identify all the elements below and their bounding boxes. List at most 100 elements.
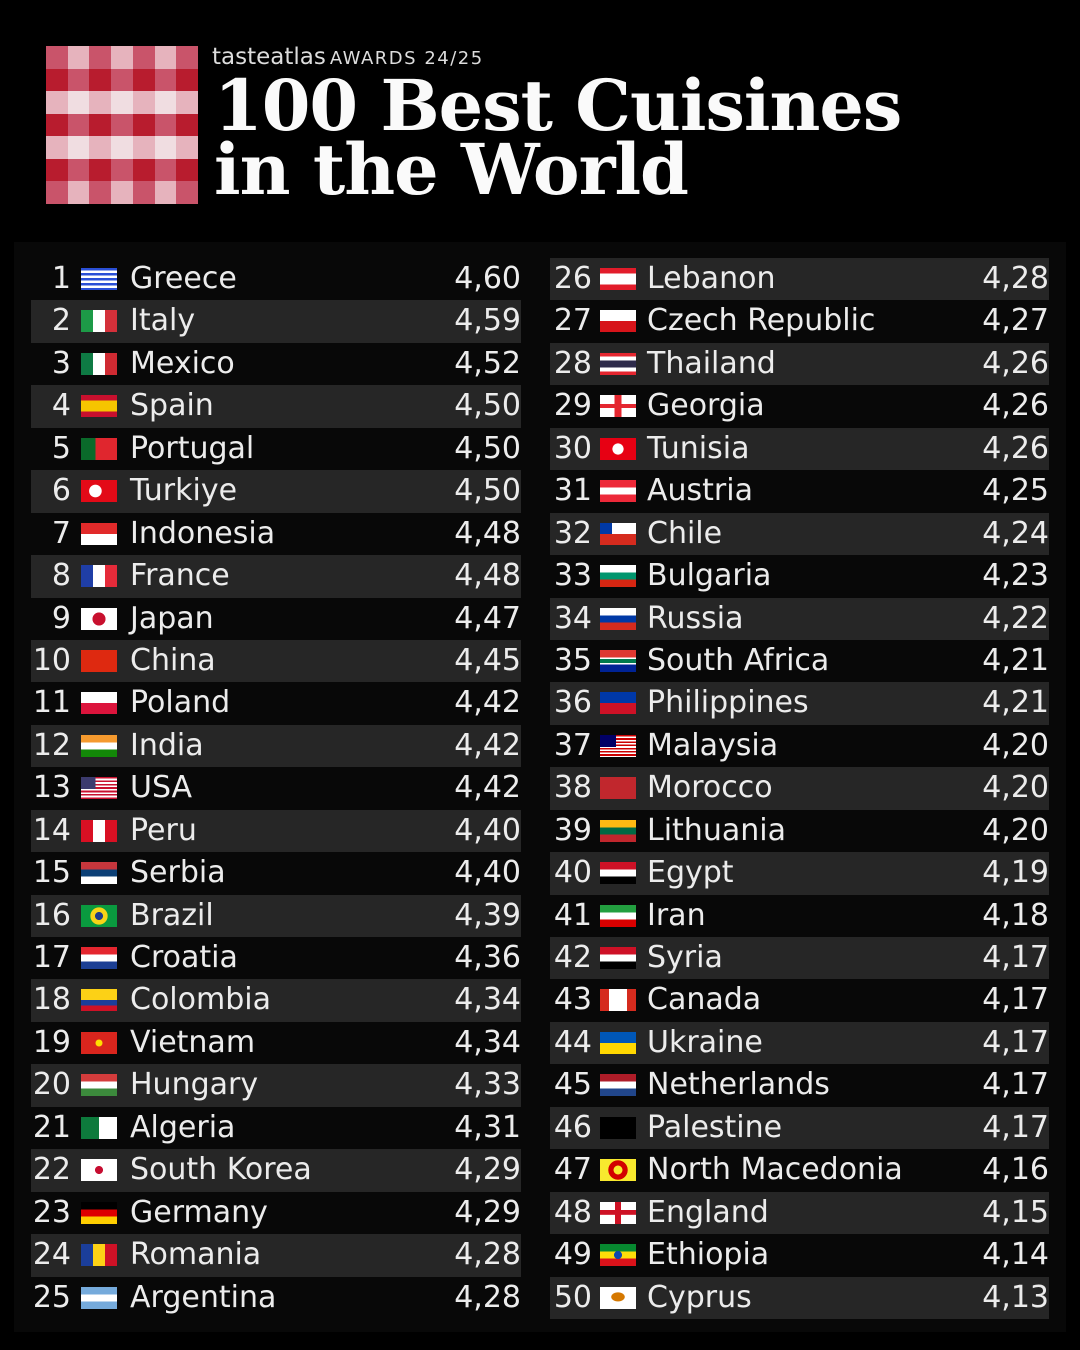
ranking-row: 20 Hungary 4,33 [31, 1064, 521, 1107]
rating-score: 4,17 [982, 940, 1049, 975]
rating-score: 4,42 [454, 727, 521, 763]
rank-number: 24 [32, 1237, 71, 1273]
rating-score: 4,40 [454, 855, 521, 891]
rank-number: 37 [553, 727, 592, 763]
rank-number: 3 [51, 345, 71, 381]
logo-cell [89, 181, 112, 204]
flag-eg-icon [600, 862, 636, 885]
rank-number: 34 [553, 600, 592, 636]
logo-cell [46, 158, 68, 182]
flag-ua-icon [600, 1031, 636, 1054]
rating-score: 4,50 [454, 430, 521, 466]
rating-score: 4,59 [454, 303, 521, 339]
rank-number: 21 [32, 1109, 71, 1145]
ranking-row: 10 China 4,45 [31, 639, 521, 683]
rank-number: 38 [553, 770, 592, 806]
flag-gb-eng-icon [600, 1201, 636, 1224]
ranking-row: 37 Malaysia 4,20 [550, 725, 1049, 767]
flag-ma-icon [600, 777, 636, 800]
country-name: Cyprus [647, 1279, 752, 1315]
logo-cell [132, 158, 155, 182]
logo-cell [111, 46, 133, 69]
rating-score: 4,17 [982, 1109, 1049, 1145]
rank-number: 16 [32, 897, 71, 933]
rank-number: 1 [51, 261, 71, 296]
logo-cell [176, 46, 198, 69]
rating-score: 4,23 [982, 558, 1049, 594]
rating-score: 4,60 [454, 261, 521, 296]
rank-number: 40 [553, 855, 592, 891]
rating-score: 4,26 [982, 345, 1049, 381]
ranking-row: 36 Philippines 4,21 [550, 682, 1049, 725]
country-name: England [647, 1194, 769, 1230]
logo-cell [176, 68, 198, 92]
rating-score: 4,26 [982, 388, 1049, 424]
rating-score: 4,13 [982, 1279, 1049, 1315]
flag-cl-icon [600, 522, 636, 545]
logo-cell [176, 158, 198, 182]
flag-ge-icon [600, 395, 636, 418]
flag-ir-icon [600, 904, 636, 927]
ranking-row: 12 India 4,42 [31, 724, 521, 768]
flag-sy-icon [600, 947, 636, 969]
logo-cell [46, 68, 68, 92]
ranking-row: 15 Serbia 4,40 [31, 852, 521, 894]
logo-cell [154, 68, 177, 92]
rankings-column-left: 1 Greece 4,60 2 Italy 4,59 3 Mexico 4,52 4 Spain 4,… [31, 258, 521, 1319]
rank-number: 2 [51, 303, 71, 339]
logo-cell [111, 91, 133, 114]
rating-score: 4,28 [454, 1237, 521, 1273]
country-name: Palestine [647, 1109, 783, 1145]
logo-cell [89, 113, 112, 137]
ranking-row: 21 Algeria 4,31 [31, 1107, 521, 1149]
ranking-row: 38 Morocco 4,20 [550, 767, 1049, 810]
logo-cell [89, 136, 112, 159]
rating-score: 4,16 [982, 1152, 1049, 1188]
ranking-row: 25 Argentina 4,28 [31, 1277, 521, 1319]
flag-es-icon [81, 395, 117, 418]
rank-number: 32 [553, 515, 592, 551]
rank-number: 39 [553, 812, 592, 848]
flag-pl-icon [81, 692, 117, 715]
rank-number: 36 [553, 685, 592, 721]
rating-score: 4,20 [982, 812, 1049, 848]
country-name: Turkiye [130, 473, 238, 509]
country-name: Vietnam [130, 1024, 256, 1060]
rating-score: 4,17 [982, 982, 1049, 1018]
flag-pe-icon [81, 819, 117, 842]
logo-cell [67, 181, 90, 204]
logo-cell [154, 113, 177, 137]
rank-number: 6 [51, 473, 71, 509]
country-name: China [130, 642, 216, 678]
rank-number: 8 [51, 558, 71, 594]
country-name: Brazil [130, 897, 214, 933]
country-name: Thailand [647, 345, 776, 381]
rank-number: 12 [32, 727, 71, 763]
ranking-row: 33 Bulgaria 4,23 [550, 555, 1049, 597]
flag-pt-icon [81, 437, 117, 460]
rankings-column-right: 26 Lebanon 4,28 27 Czech Republic 4,27 28 Thail… [550, 258, 1049, 1319]
rating-score: 4,47 [454, 600, 521, 636]
ranking-row: 40 Egypt 4,19 [550, 852, 1049, 895]
rank-number: 31 [553, 473, 592, 509]
logo-cell [176, 113, 198, 137]
logo-cell [46, 46, 68, 69]
ranking-row: 45 Netherlands 4,17 [550, 1064, 1049, 1106]
country-name: Czech Republic [647, 303, 876, 339]
logo-cell [154, 91, 177, 114]
country-name: Morocco [647, 770, 773, 806]
flag-ru-icon [600, 607, 636, 630]
rank-number: 45 [553, 1067, 592, 1103]
rank-number: 48 [553, 1194, 592, 1230]
flag-za-icon [600, 649, 636, 672]
rating-score: 4,21 [982, 642, 1049, 678]
logo-cell [67, 68, 90, 92]
rating-score: 4,29 [454, 1194, 521, 1230]
ranking-row: 31 Austria 4,25 [550, 470, 1049, 512]
flag-bg-icon [600, 565, 636, 588]
rank-number: 50 [553, 1279, 592, 1315]
rank-number: 22 [32, 1152, 71, 1188]
rating-score: 4,45 [454, 642, 521, 678]
country-name: Poland [130, 685, 231, 721]
gingham-logo-icon [46, 46, 198, 204]
